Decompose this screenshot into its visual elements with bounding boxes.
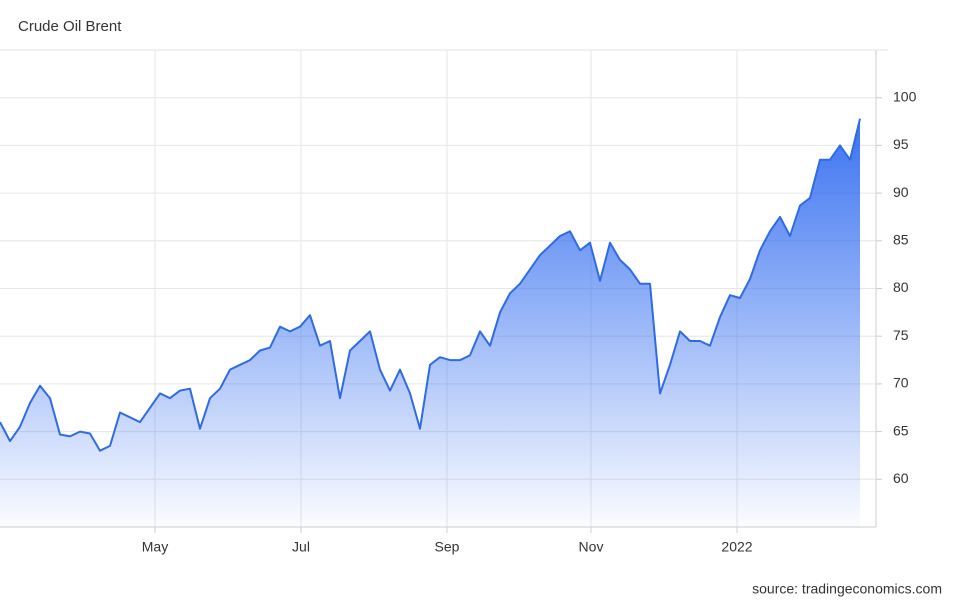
x-tick-label: May (142, 539, 168, 555)
x-tick-label: Sep (435, 539, 460, 555)
x-tick-label: Nov (579, 539, 604, 555)
y-tick-label: 95 (893, 136, 909, 152)
y-tick-label: 90 (893, 184, 909, 200)
chart-title: Crude Oil Brent (18, 18, 122, 35)
y-tick-label: 70 (893, 375, 909, 391)
x-tick-label: 2022 (721, 539, 752, 555)
y-tick-label: 100 (893, 88, 917, 104)
y-tick-label: 85 (893, 232, 909, 248)
area-fill (0, 118, 860, 527)
y-tick-label: 65 (893, 422, 909, 438)
source-note: source: tradingeconomics.com (752, 581, 942, 597)
y-tick-label: 60 (893, 470, 909, 486)
y-tick-label: 75 (893, 327, 909, 343)
y-tick-label: 80 (893, 279, 909, 295)
x-tick-label: Jul (292, 539, 310, 555)
price-line (0, 118, 861, 452)
